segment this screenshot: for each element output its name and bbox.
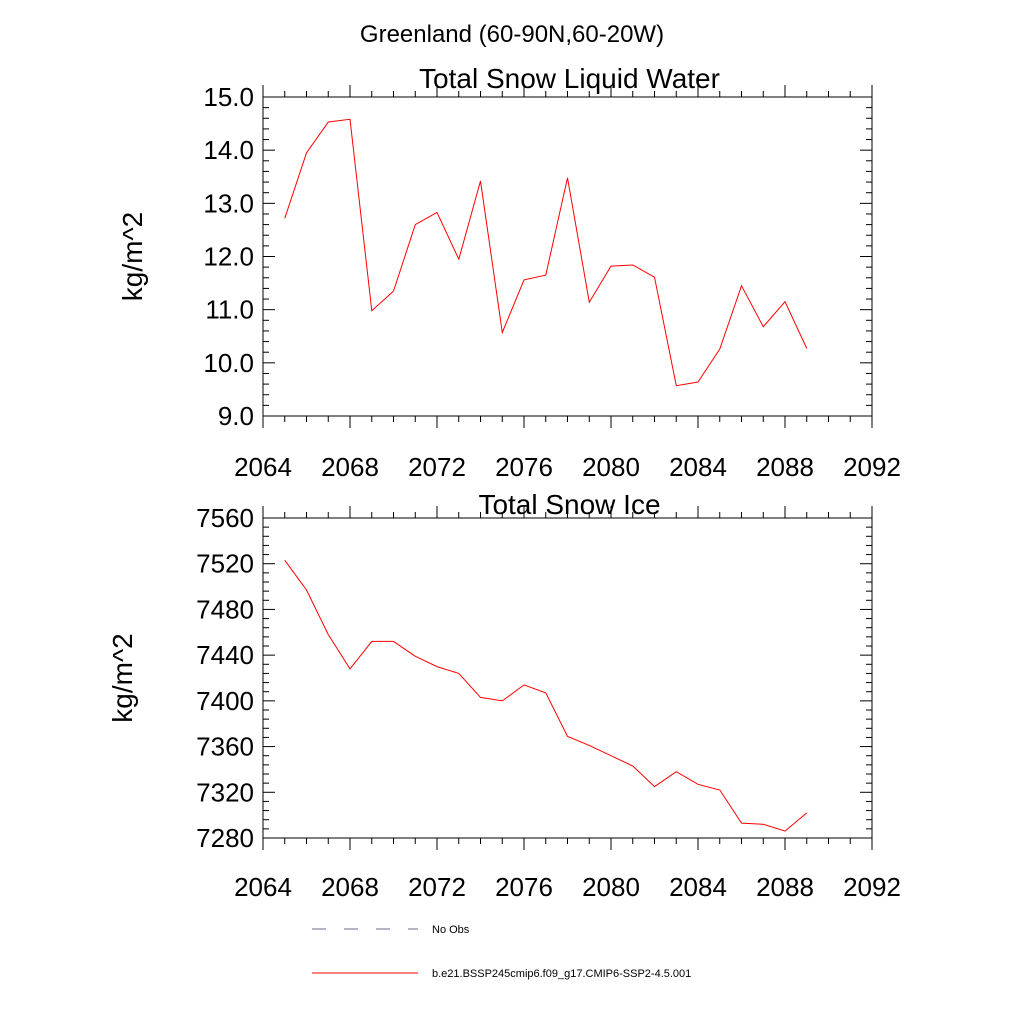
y-tick-label: 7560 [196, 503, 254, 533]
x-tick-label: 2084 [669, 452, 727, 482]
legend-entry-2: b.e21.BSSP245cmip6.f09_g17.CMIP6-SSP2-4.… [312, 968, 691, 980]
x-tick-label: 2088 [756, 872, 814, 902]
y-tick-label: 9.0 [218, 401, 254, 431]
figure-suptitle: Greenland (60-90N,60-20W) [360, 21, 664, 48]
x-tick-label: 2076 [495, 452, 553, 482]
series-line-1 [284, 118, 808, 387]
legend-label: No Obs [432, 924, 470, 936]
y-tick-label: 14.0 [203, 135, 254, 165]
chart-panel-2: Total Snow Ice kg/m^2 2064 2068 2072 2076 2080… [107, 489, 901, 902]
x-tick-label: 2092 [843, 452, 901, 482]
x-tick-label: 2064 [234, 872, 292, 902]
x-tick-label: 2080 [582, 872, 640, 902]
y-tick-label: 7440 [196, 640, 254, 670]
x-tick-label: 2076 [495, 872, 553, 902]
legend-entry-1: No Obs [312, 924, 470, 936]
plot-frame [262, 96, 873, 417]
chart-title: Total Snow Liquid Water [419, 63, 720, 94]
y-tick-label: 13.0 [203, 188, 254, 218]
y-tick-label: 15.0 [203, 82, 254, 112]
x-tick-label: 2068 [321, 872, 379, 902]
chart-legend: No Obs b.e21.BSSP245cmip6.f09_g17.CMIP6-S… [312, 924, 691, 980]
x-tick-label: 2084 [669, 872, 727, 902]
x-tick-label: 2072 [408, 452, 466, 482]
y-tick-label: 7360 [196, 732, 254, 762]
y-tick-label: 7280 [196, 823, 254, 853]
plot-frame [262, 517, 873, 839]
y-tick-label: 10.0 [203, 348, 254, 378]
legend-label: b.e21.BSSP245cmip6.f09_g17.CMIP6-SSP2-4.… [432, 968, 691, 980]
y-tick-label: 7400 [196, 686, 254, 716]
chart-title: Total Snow Ice [478, 489, 660, 520]
y-axis-label: kg/m^2 [117, 212, 148, 301]
x-tick-label: 2088 [756, 452, 814, 482]
x-tick-label: 2080 [582, 452, 640, 482]
y-tick-label: 7320 [196, 777, 254, 807]
x-tick-label: 2072 [408, 872, 466, 902]
series-line-1 [284, 560, 808, 832]
y-tick-label: 7520 [196, 549, 254, 579]
x-tick-label: 2064 [234, 452, 292, 482]
y-tick-label: 12.0 [203, 242, 254, 272]
chart-panels: Total Snow Liquid Water kg/m^2 2064 2068 207… [107, 63, 901, 902]
y-tick-label: 7480 [196, 594, 254, 624]
x-tick-label: 2068 [321, 452, 379, 482]
y-axis-label: kg/m^2 [107, 633, 138, 722]
y-tick-label: 11.0 [205, 295, 254, 325]
chart-panel-1: Total Snow Liquid Water kg/m^2 2064 2068 207… [117, 63, 901, 482]
x-tick-label: 2092 [843, 872, 901, 902]
